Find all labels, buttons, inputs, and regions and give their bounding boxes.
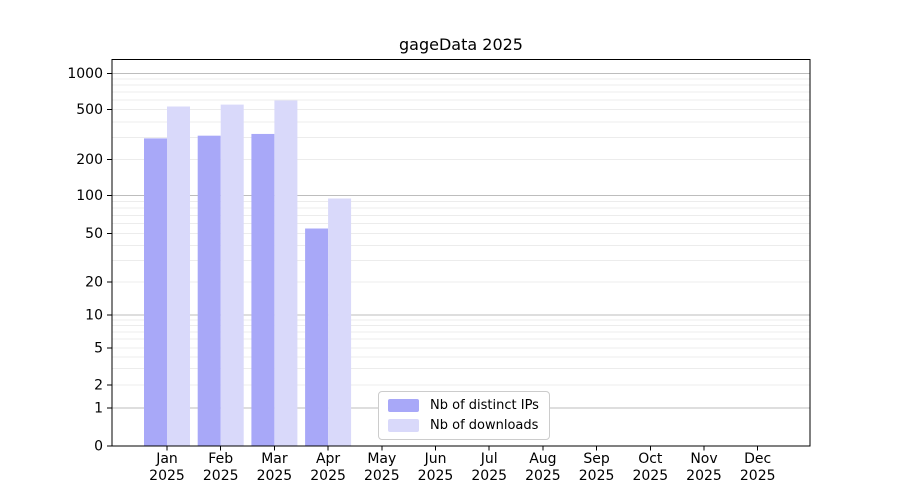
x-tick-label-year: 2025 bbox=[525, 468, 561, 484]
x-tick-label-month: Nov bbox=[690, 451, 717, 467]
legend-item-distinct-ips: Nb of distinct IPs bbox=[388, 398, 539, 413]
x-tick-label-month: Apr bbox=[316, 451, 340, 467]
y-tick-label: 1000 bbox=[67, 66, 103, 82]
x-tick-label-year: 2025 bbox=[632, 468, 668, 484]
bar-distinct-ips-feb bbox=[197, 135, 221, 446]
x-tick-label-month: Oct bbox=[638, 451, 663, 467]
y-tick-label: 0 bbox=[94, 439, 103, 455]
x-tick-label-year: 2025 bbox=[149, 468, 185, 484]
y-tick-label: 20 bbox=[85, 274, 103, 290]
x-tick-label-year: 2025 bbox=[686, 468, 722, 484]
legend-swatch-downloads bbox=[388, 419, 419, 432]
x-tick-label-year: 2025 bbox=[740, 468, 776, 484]
x-tick-label-month: Aug bbox=[529, 451, 556, 467]
x-tick-label-month: Feb bbox=[208, 451, 233, 467]
x-tick-label-month: Sep bbox=[583, 451, 610, 467]
bar-distinct-ips-jan bbox=[144, 138, 167, 447]
y-tick-label: 10 bbox=[85, 307, 103, 323]
y-tick-label: 50 bbox=[85, 226, 103, 242]
y-tick-label: 2 bbox=[94, 377, 103, 393]
plot-border bbox=[111, 59, 811, 447]
y-tick-label: 100 bbox=[76, 188, 103, 204]
legend: Nb of distinct IPs Nb of downloads bbox=[378, 391, 550, 440]
x-tick-label-month: Jul bbox=[480, 451, 498, 467]
legend-label-distinct-ips: Nb of distinct IPs bbox=[430, 398, 539, 413]
y-tick-label: 200 bbox=[76, 152, 103, 168]
bar-distinct-ips-apr bbox=[305, 228, 329, 446]
bar-distinct-ips-mar bbox=[251, 133, 275, 446]
x-tick-label-year: 2025 bbox=[257, 468, 293, 484]
y-tick-label: 1 bbox=[94, 400, 103, 416]
x-tick-label-year: 2025 bbox=[471, 468, 507, 484]
x-tick-label-year: 2025 bbox=[203, 468, 239, 484]
x-tick-label-year: 2025 bbox=[310, 468, 346, 484]
chart-title: gageData 2025 bbox=[399, 35, 523, 54]
bar-downloads-feb bbox=[220, 104, 244, 446]
x-tick-label-year: 2025 bbox=[364, 468, 400, 484]
bar-downloads-jan bbox=[167, 106, 190, 446]
x-tick-label-month: Jan bbox=[155, 451, 178, 467]
x-tick-label-month: Dec bbox=[744, 451, 771, 467]
x-tick-label-month: Mar bbox=[261, 451, 288, 467]
y-tick-label: 5 bbox=[94, 340, 103, 356]
x-tick-label-month: May bbox=[367, 451, 396, 467]
x-tick-label-month: Jun bbox=[424, 451, 447, 467]
bar-downloads-mar bbox=[274, 100, 298, 447]
legend-item-downloads: Nb of downloads bbox=[388, 418, 539, 433]
x-tick-label-year: 2025 bbox=[579, 468, 615, 484]
bar-downloads-apr bbox=[328, 198, 352, 446]
legend-label-downloads: Nb of downloads bbox=[430, 418, 539, 433]
x-tick-label-year: 2025 bbox=[418, 468, 454, 484]
legend-swatch-distinct-ips bbox=[388, 399, 419, 412]
y-tick-label: 500 bbox=[76, 102, 103, 118]
